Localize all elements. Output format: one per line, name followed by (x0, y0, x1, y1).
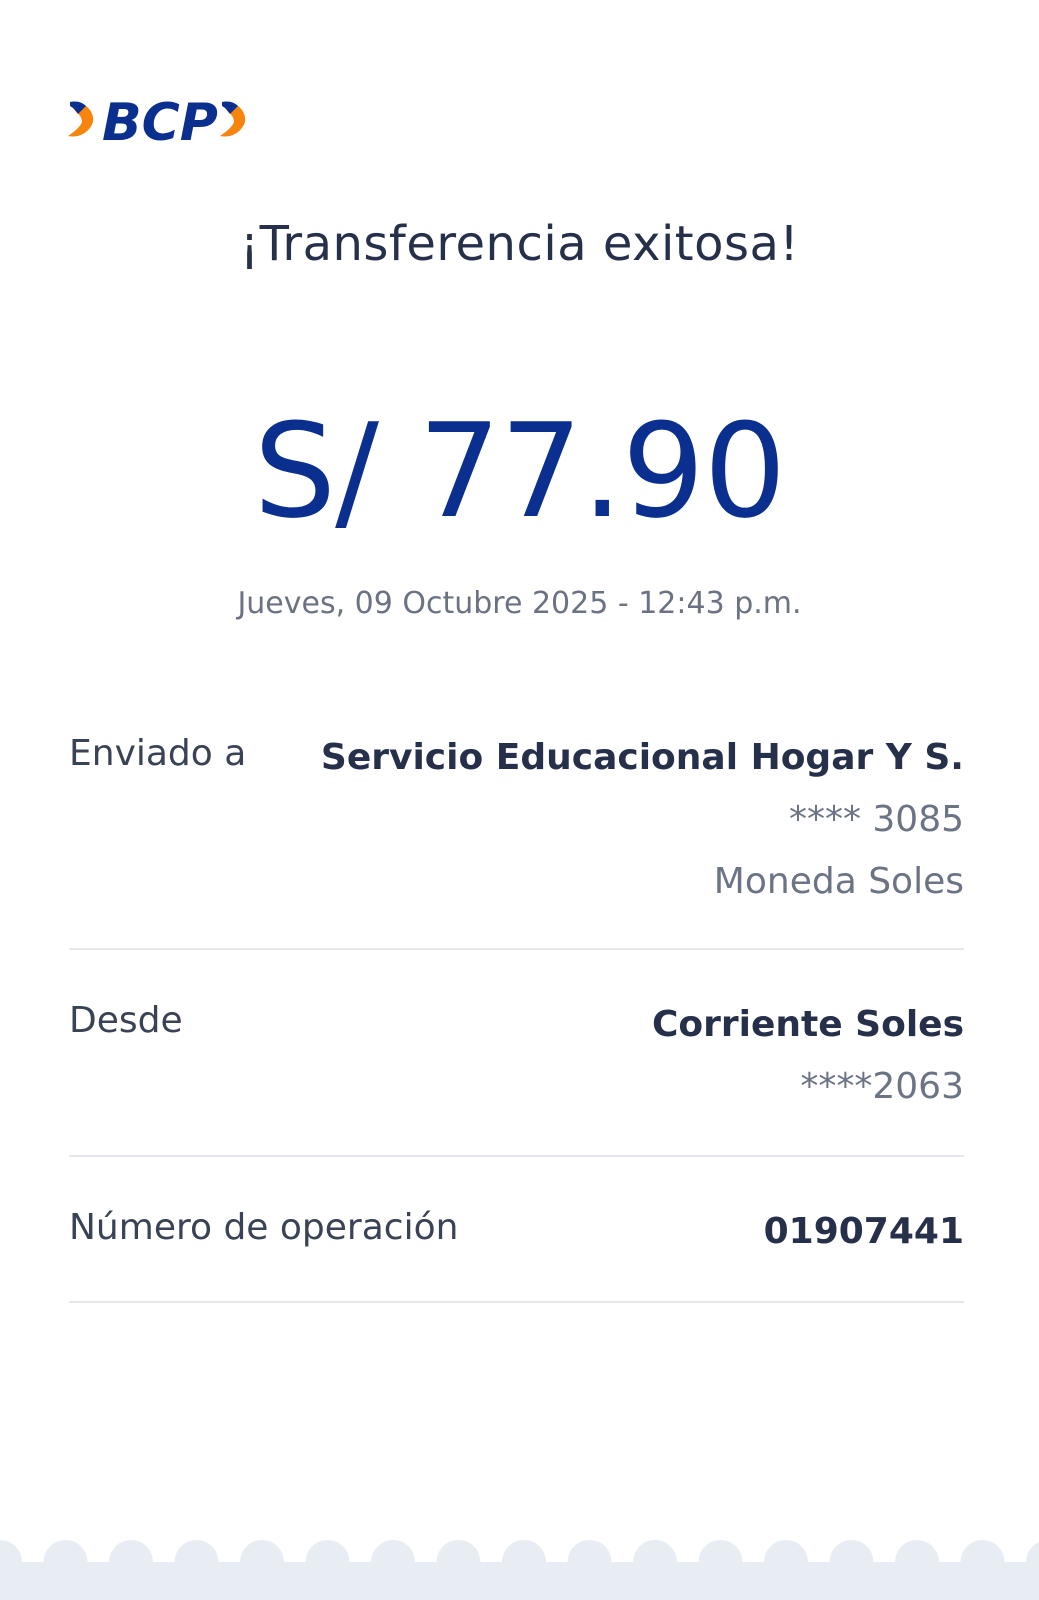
operation-number: 01907441 (763, 1211, 964, 1252)
transfer-amount: S/ 77.90 (253, 395, 787, 547)
scallop (43, 1540, 88, 1564)
sent-to-label: Enviado a (69, 733, 247, 774)
scallop (0, 1540, 22, 1564)
scallop (436, 1540, 481, 1564)
bcp-logo: BCP (68, 93, 246, 148)
from-row: Desde Corriente Soles ****2063 (69, 994, 964, 1134)
operation-row: Número de operación 01907441 (69, 1201, 964, 1271)
scallop (829, 1540, 874, 1564)
from-label: Desde (69, 1000, 183, 1041)
sent-to-row: Enviado a Servicio Educacional Hogar Y S… (69, 727, 964, 927)
scallop (240, 1540, 284, 1564)
scallop (371, 1540, 415, 1564)
receipt-scallop-edge (0, 1540, 1039, 1564)
scallop (502, 1540, 546, 1564)
source-account-number: ****2063 (800, 1066, 964, 1107)
page-title: ¡Transferencia exitosa! (239, 216, 800, 272)
recipient-account: **** 3085 (788, 799, 964, 840)
recipient-name: Servicio Educacional Hogar Y S. (320, 737, 964, 778)
scallop (109, 1540, 153, 1564)
svg-text:BCP: BCP (102, 93, 218, 148)
operation-label: Número de operación (69, 1207, 459, 1248)
scallop (174, 1540, 219, 1564)
scallop (1026, 1541, 1039, 1564)
scallop (698, 1540, 743, 1564)
scallop (960, 1540, 1005, 1564)
divider (69, 948, 964, 950)
scallop (305, 1540, 350, 1564)
scallop (567, 1540, 612, 1564)
scallop (764, 1540, 808, 1564)
divider (69, 1301, 964, 1303)
receipt-bottom-edge (0, 1562, 1039, 1600)
scallop (895, 1540, 939, 1564)
source-account-type: Corriente Soles (651, 1004, 964, 1045)
scallop (633, 1540, 677, 1564)
divider (69, 1155, 964, 1157)
recipient-currency: Moneda Soles (713, 861, 964, 902)
transfer-datetime: Jueves, 09 Octubre 2025 - 12:43 p.m. (237, 586, 802, 621)
